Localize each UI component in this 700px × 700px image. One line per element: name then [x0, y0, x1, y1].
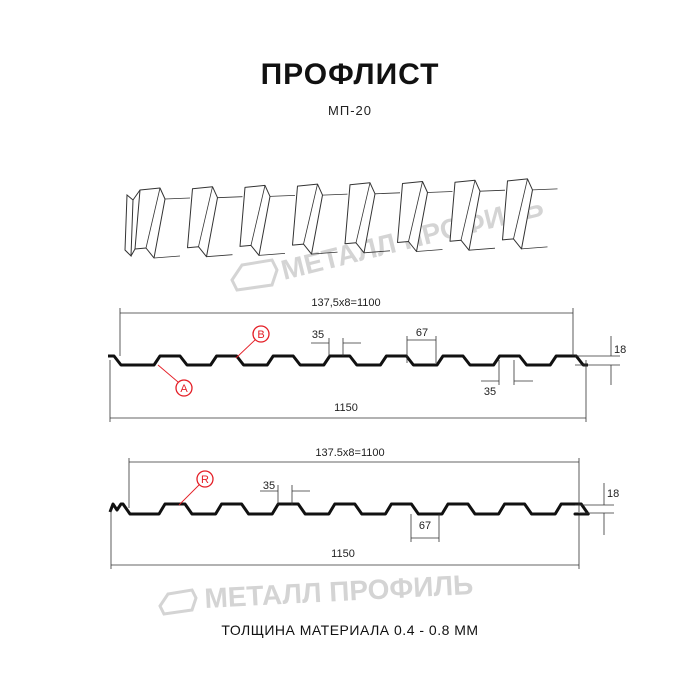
sheet-valley-edge: [269, 195, 296, 197]
page-subtitle: МП-20: [328, 103, 372, 118]
sheet-valley-edge: [427, 191, 453, 193]
sheet-valley-edge: [217, 196, 243, 199]
dim-top-width: 35: [263, 480, 275, 492]
sheet-valley-edge: [153, 255, 181, 259]
profile-r: 137.5x8=1100 1150 35 67 18 R: [108, 447, 619, 569]
marker-b: [252, 325, 270, 343]
sheet-valley-edge: [311, 251, 338, 255]
profile-ab: 137,5x8=1100 1150 35 67 35 18 B A: [108, 297, 626, 422]
marker-r-label: R: [201, 474, 209, 486]
sheet-rib-edge: [145, 187, 161, 249]
sheet-valley-edge: [164, 197, 191, 200]
sheet-rib-edge: [303, 184, 318, 245]
marker-b-label: B: [257, 329, 264, 341]
sheet-valley-edge: [258, 253, 286, 256]
sheet-rib-edge: [460, 180, 476, 241]
sheet-valley-edge: [532, 188, 558, 191]
sheet-rib: [187, 186, 218, 258]
marker-r: [196, 470, 214, 488]
page-title: ПРОФЛИСТ: [260, 58, 440, 91]
sheet-valley-edge: [322, 193, 348, 196]
sheet-rib: [502, 178, 533, 250]
sheet-rib-edge: [408, 181, 423, 242]
watermark-upper: МЕТАЛЛ ПРОФИЛЬ: [230, 191, 546, 292]
dim-pitch-label: 137.5x8=1100: [315, 447, 384, 459]
sheet-edge: [130, 189, 141, 257]
watermark-logo-icon: [230, 258, 279, 292]
sheet-rib-edge: [513, 178, 528, 239]
sheet-valley-edge: [374, 192, 401, 195]
sheet-valley-edge: [479, 189, 506, 192]
watermark-lower: МЕТАЛЛ ПРОФИЛЬ: [158, 569, 474, 616]
sheet-edge: [124, 193, 134, 258]
sheet-3d-view: [124, 178, 558, 259]
dim-height: 18: [614, 344, 626, 356]
sheet-rib-edge: [198, 186, 213, 247]
sheet-rib-edge: [355, 182, 371, 243]
dim-67: 67: [419, 520, 431, 532]
sheet-valley-edge: [521, 246, 548, 250]
watermark-logo-icon: [158, 588, 198, 616]
marker-a-label: A: [180, 383, 188, 395]
sheet-rib: [292, 183, 323, 255]
sheet-rib: [239, 184, 271, 256]
dim-height: 18: [607, 488, 619, 500]
marker-a: [175, 379, 193, 397]
sheet-valley-edge: [363, 250, 391, 254]
profile-line: [108, 502, 590, 516]
dim-width-label: 1150: [331, 548, 355, 560]
dim-top-width: 35: [312, 329, 324, 341]
dim-pitch-label: 137,5x8=1100: [311, 297, 380, 309]
watermark-text: МЕТАЛЛ ПРОФИЛЬ: [204, 569, 474, 614]
sheet-rib: [449, 179, 481, 251]
material-thickness-note: ТОЛЩИНА МАТЕРИАЛА 0.4 - 0.8 ММ: [221, 622, 479, 638]
sheet-valley-edge: [206, 254, 233, 258]
dim-67: 67: [416, 327, 428, 339]
profile-line: [108, 354, 588, 367]
sheet-valley-edge: [468, 247, 496, 251]
sheet-valley-edge: [416, 249, 443, 252]
dim-width-label: 1150: [334, 402, 358, 414]
sheet-rib-edge: [250, 185, 266, 246]
sheet-rib: [134, 187, 166, 259]
dim-bottom-width: 35: [484, 386, 496, 398]
